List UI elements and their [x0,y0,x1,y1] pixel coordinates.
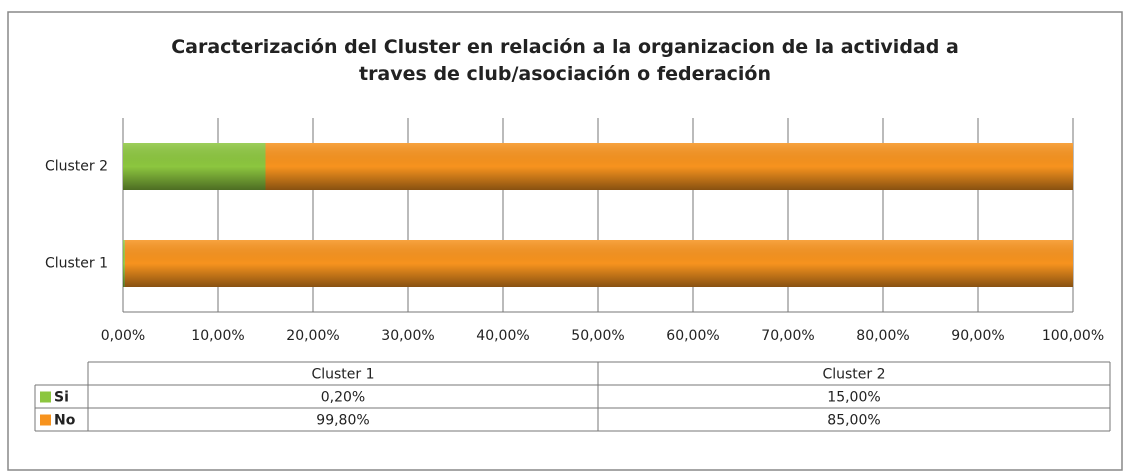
x-tick-label: 90,00% [951,328,1004,344]
x-tick-label: 50,00% [571,328,624,344]
y-tick-label: Cluster 1 [45,256,108,272]
table-header: Cluster 2 [822,367,885,383]
bar [265,143,1073,190]
x-tick-label: 10,00% [191,328,244,344]
x-tick-label: 30,00% [381,328,434,344]
x-tick-label: 20,00% [286,328,339,344]
table-cell: 0,20% [321,390,365,406]
legend-label: No [54,413,76,429]
bar [123,240,125,287]
x-tick-label: 100,00% [1042,328,1104,344]
legend-swatch [40,414,51,426]
legend-label: Si [54,390,69,406]
x-tick-label: 80,00% [856,328,909,344]
x-tick-label: 60,00% [666,328,719,344]
y-tick-label: Cluster 2 [45,159,108,175]
data-table: Cluster 1 Cluster 2 Si 0,20% 15,00% No 99,80% 8… [34,361,1111,432]
table-cell: 15,00% [827,390,880,406]
table-cell: 99,80% [316,413,369,429]
table-cell: 85,00% [827,413,880,429]
x-tick-label: 70,00% [761,328,814,344]
legend-swatch [40,391,51,403]
x-tick-label: 0,00% [101,328,145,344]
bar [124,240,1073,287]
chart-title: Caracterización del Cluster en relación … [171,36,959,85]
table-header: Cluster 1 [311,367,374,383]
x-tick-label: 40,00% [476,328,529,344]
bar [123,143,266,190]
